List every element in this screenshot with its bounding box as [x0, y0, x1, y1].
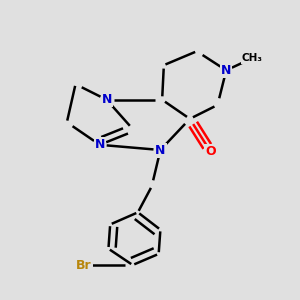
Text: N: N [101, 93, 112, 106]
Text: N: N [221, 64, 231, 77]
Text: CH₃: CH₃ [242, 53, 263, 63]
Text: O: O [205, 145, 216, 158]
Text: N: N [155, 143, 166, 157]
Text: N: N [94, 138, 105, 151]
Text: Br: Br [76, 259, 92, 272]
